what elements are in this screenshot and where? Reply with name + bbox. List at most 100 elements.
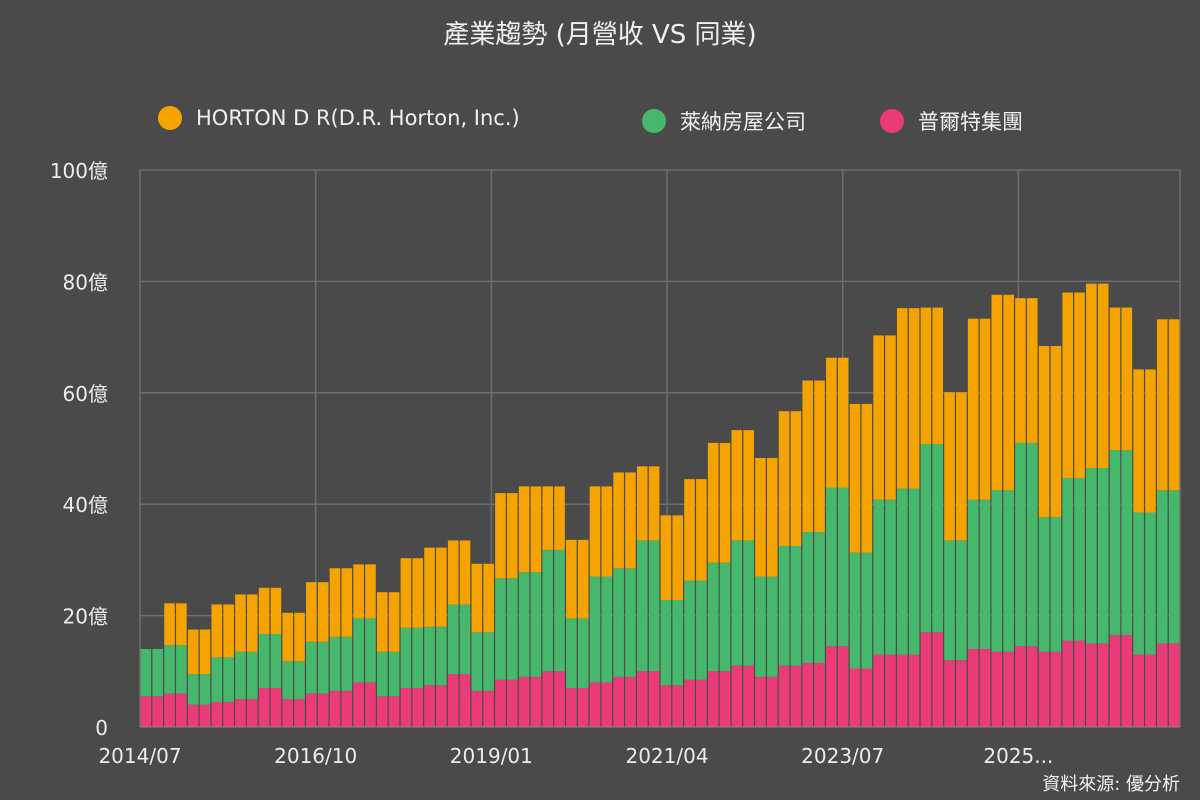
bar-horton [1145, 369, 1156, 513]
bar-horton [896, 308, 908, 489]
bar-pulte [625, 676, 636, 727]
bar-pulte [1026, 646, 1038, 727]
y-tick-label: 20億 [63, 605, 108, 629]
bar-pulte [707, 671, 719, 727]
bar-pulte [1097, 643, 1109, 727]
bar-pulte [365, 682, 376, 727]
bar-horton [648, 466, 660, 541]
bar-lennar [506, 578, 518, 680]
bar-pulte [223, 701, 234, 727]
bar-horton [731, 430, 743, 541]
bar-lennar [365, 618, 376, 683]
bar-pulte [1168, 643, 1180, 727]
bar-pulte [908, 654, 920, 727]
bar-lennar [1038, 517, 1050, 652]
bar-horton [1015, 298, 1026, 443]
bar-lennar [1121, 450, 1133, 636]
bar-lennar [1003, 490, 1014, 652]
bar-pulte [542, 671, 554, 727]
bar-horton [1003, 294, 1014, 491]
x-tick-label: 2016/10 [274, 744, 357, 768]
bar-pulte [436, 685, 447, 727]
bar-lennar [424, 626, 435, 686]
bar-pulte [932, 632, 944, 727]
bar-horton [613, 472, 624, 569]
bar-pulte [235, 699, 246, 727]
bar-lennar [1168, 490, 1180, 644]
bar-horton [317, 582, 329, 642]
bar-pulte [1145, 654, 1156, 727]
bar-pulte [766, 676, 778, 727]
bar-pulte [660, 685, 672, 727]
bar-lennar [258, 633, 270, 689]
bar-horton [944, 392, 955, 541]
bar-horton [672, 515, 684, 601]
bar-lennar [152, 649, 164, 697]
bar-lennar [707, 562, 719, 672]
legend-label-horton: HORTON D R(D.R. Horton, Inc.) [196, 106, 520, 130]
bar-lennar [376, 651, 388, 697]
legend-item-pulte[interactable]: 普爾特集團 [880, 106, 1023, 136]
bar-horton [766, 457, 778, 577]
bar-pulte [294, 699, 305, 727]
bar-horton [1168, 319, 1180, 491]
bar-pulte [376, 696, 388, 727]
bar-pulte [802, 662, 814, 727]
bar-horton [294, 612, 305, 662]
bar-lennar [601, 576, 613, 683]
legend-item-horton[interactable]: HORTON D R(D.R. Horton, Inc.) [158, 106, 520, 130]
bar-horton [223, 604, 234, 658]
bar-horton [707, 442, 719, 563]
bar-horton [1026, 298, 1038, 443]
bar-pulte [885, 654, 896, 727]
bar-pulte [991, 651, 1003, 727]
bar-horton [412, 558, 424, 628]
bar-horton [211, 604, 223, 658]
bar-lennar [802, 532, 814, 663]
bar-lennar [447, 604, 459, 675]
bar-pulte [518, 676, 530, 727]
bar-horton [932, 307, 944, 445]
bar-pulte [317, 693, 329, 727]
legend-item-lennar[interactable]: 萊納房屋公司 [642, 106, 806, 136]
legend-label-pulte: 普爾特集團 [918, 110, 1023, 134]
bar-pulte [944, 660, 955, 727]
bar-lennar [223, 657, 234, 702]
bar-pulte [1121, 635, 1133, 727]
bar-pulte [577, 688, 589, 727]
bar-pulte [140, 696, 152, 727]
bar-pulte [731, 665, 743, 727]
bar-pulte [589, 682, 601, 727]
bar-lennar [412, 627, 424, 689]
bar-pulte [849, 668, 861, 727]
bar-lennar [554, 549, 565, 672]
bar-lennar [991, 490, 1003, 652]
bar-lennar [483, 632, 494, 691]
bar-horton [589, 486, 601, 577]
bar-horton [696, 479, 707, 581]
bar-lennar [306, 641, 317, 694]
bar-lennar [317, 641, 329, 694]
y-tick-label: 80億 [63, 270, 108, 294]
bar-horton [660, 515, 672, 601]
bar-horton [187, 629, 199, 675]
bar-horton [743, 430, 754, 541]
bar-lennar [471, 632, 483, 691]
bar-horton [790, 411, 802, 546]
bar-horton [849, 403, 861, 553]
bar-pulte [530, 676, 542, 727]
bar-pulte [837, 646, 849, 727]
bar-horton [885, 335, 896, 500]
bar-lennar [778, 545, 790, 666]
bar-horton [1062, 292, 1074, 479]
bar-lennar [967, 499, 979, 650]
bar-pulte [187, 704, 199, 727]
bar-lennar [199, 674, 211, 705]
bar-lennar [896, 488, 908, 655]
bar-lennar [1109, 450, 1121, 636]
bar-horton [471, 563, 483, 633]
bar-lennar [1015, 442, 1026, 647]
bar-pulte [424, 685, 435, 727]
bar-horton [979, 318, 991, 500]
